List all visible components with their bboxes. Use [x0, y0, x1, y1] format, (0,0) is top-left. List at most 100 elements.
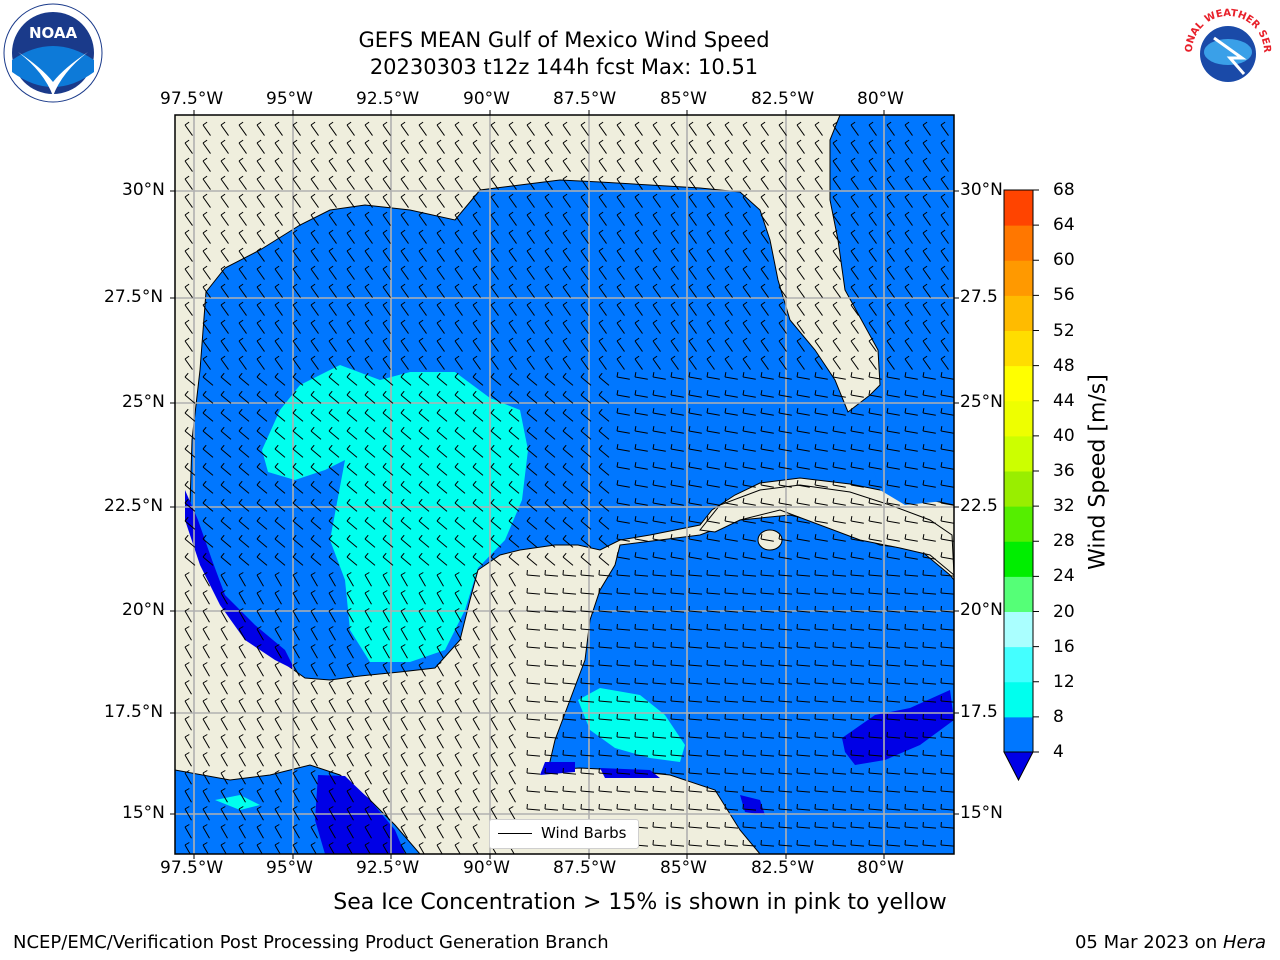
wind-barb — [238, 319, 247, 334]
wind-barb — [904, 803, 919, 811]
wind-barb — [364, 770, 372, 785]
wind-barb — [742, 372, 756, 380]
wind-barb — [652, 247, 661, 262]
wind-barb — [760, 623, 775, 631]
wind-barb — [508, 426, 520, 440]
wind-barb — [814, 785, 829, 793]
wind-barb — [274, 355, 283, 370]
wind-barb — [436, 265, 445, 280]
wind-barb — [940, 157, 949, 172]
wind-barb — [706, 229, 715, 244]
wind-barb — [526, 623, 541, 631]
wind-barb — [400, 824, 408, 839]
wind-barb — [220, 211, 229, 226]
colorbar-segment — [1004, 681, 1033, 718]
wind-barb — [832, 211, 841, 226]
wind-barb — [238, 372, 250, 386]
wind-barb — [562, 193, 571, 208]
wind-barb — [220, 265, 229, 280]
wind-barb — [184, 662, 192, 677]
wind-barb — [310, 229, 319, 244]
wind-barb — [436, 408, 448, 422]
wind-barb — [670, 247, 679, 262]
wind-barb — [544, 265, 553, 280]
wind-barb — [508, 301, 517, 316]
wind-barb — [760, 641, 775, 649]
wind-barb — [400, 590, 408, 605]
wind-barb — [292, 480, 304, 494]
wind-barb — [922, 283, 931, 298]
wind-barb — [346, 698, 354, 713]
wind-barb — [688, 193, 697, 208]
wind-barb — [256, 283, 265, 298]
wind-barb — [292, 462, 304, 476]
wind-barb — [256, 337, 265, 352]
wind-barb — [616, 283, 625, 298]
lon-label-bottom: 87.5°W — [553, 858, 617, 878]
wind-barb — [850, 552, 864, 560]
wind-barb — [328, 716, 336, 731]
wind-barb — [400, 211, 409, 226]
wind-barb — [724, 839, 739, 847]
wind-barb — [814, 408, 828, 416]
wind-barb — [544, 462, 556, 476]
wind-barb — [850, 534, 864, 542]
wind-barb — [544, 408, 556, 422]
wind-barb — [400, 698, 408, 713]
wind-barb — [544, 713, 559, 721]
wind-barb — [814, 659, 829, 667]
wind-barb — [400, 552, 412, 566]
wind-barb — [940, 265, 949, 280]
wind-barb — [670, 516, 684, 524]
wind-barb — [400, 444, 412, 458]
wind-barb — [454, 211, 463, 226]
wind-barb — [274, 193, 283, 208]
wind-barb — [310, 175, 319, 190]
wind-barb — [472, 301, 481, 316]
wind-barb — [472, 608, 480, 623]
wind-barb — [922, 444, 936, 452]
wind-barb — [472, 516, 484, 530]
wind-barb — [760, 462, 774, 470]
wind-barb — [850, 695, 865, 703]
wind-barb — [436, 498, 448, 512]
wind-barb — [256, 157, 265, 172]
wind-barb — [742, 408, 756, 416]
wind-barb — [796, 462, 810, 470]
wind-barb — [436, 193, 445, 208]
wind-barb — [292, 842, 299, 854]
wind-barb — [346, 824, 354, 839]
wind-barb — [328, 301, 337, 316]
wind-barb — [652, 605, 667, 613]
wind-barb — [580, 803, 595, 811]
wind-barb — [940, 821, 954, 829]
wind-barb — [364, 734, 372, 749]
wind-barb — [526, 175, 535, 190]
wind-barb — [688, 731, 703, 739]
wind-barb — [616, 426, 630, 434]
wind-barb — [562, 569, 577, 577]
wind-barb — [688, 121, 697, 136]
wind-barb — [688, 426, 702, 434]
wind-barb — [544, 229, 553, 244]
wind-barb — [922, 623, 937, 631]
wind-barb — [292, 716, 300, 731]
wind-barb — [526, 301, 535, 316]
wind-barb — [202, 734, 210, 749]
wind-barb — [778, 713, 793, 721]
wind-barb — [724, 193, 733, 208]
wind-barb — [796, 283, 805, 298]
wind-barb — [580, 659, 595, 667]
wind-barb — [310, 283, 319, 298]
wind-barb — [490, 644, 498, 659]
wind-barb — [202, 498, 214, 512]
wind-barb — [868, 301, 877, 316]
wind-barb — [850, 605, 865, 613]
wind-barb — [346, 211, 355, 226]
wind-barb — [562, 803, 577, 811]
wind-barb — [418, 408, 430, 422]
wind-barb — [184, 498, 196, 512]
wind-barb — [436, 552, 448, 566]
wind-barb — [634, 785, 649, 793]
wind-barb — [400, 426, 412, 440]
